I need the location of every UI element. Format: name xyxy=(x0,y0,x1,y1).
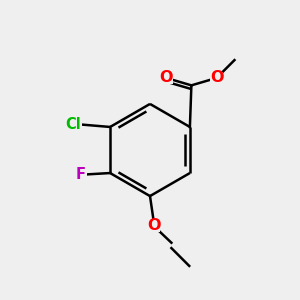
Text: Cl: Cl xyxy=(65,117,81,132)
Bar xyxy=(160,72,173,84)
Text: O: O xyxy=(159,70,173,86)
Bar xyxy=(147,220,160,232)
Bar xyxy=(210,72,223,84)
Text: O: O xyxy=(147,218,160,233)
Text: F: F xyxy=(75,167,85,182)
Text: O: O xyxy=(210,70,224,86)
Bar xyxy=(63,118,82,131)
Bar xyxy=(74,169,87,181)
